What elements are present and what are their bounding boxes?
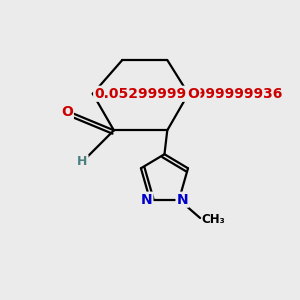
Text: N: N: [177, 193, 188, 207]
Text: N: N: [141, 193, 152, 207]
Text: 0.052999999999999936: 0.052999999999999936: [94, 87, 283, 101]
Text: H: H: [77, 155, 88, 168]
Text: O: O: [188, 87, 200, 101]
Text: O: O: [61, 105, 73, 119]
Text: CH₃: CH₃: [202, 213, 225, 226]
